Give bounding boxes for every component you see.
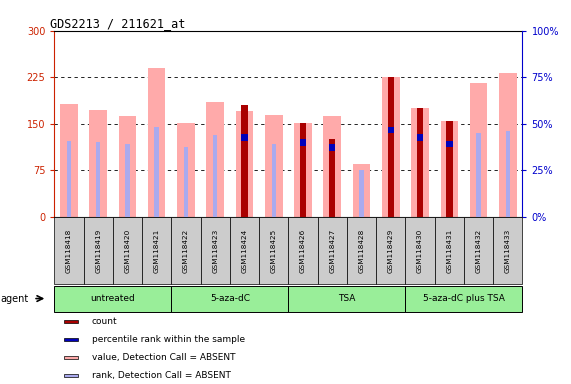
Bar [388, 77, 394, 217]
Text: GSM118421: GSM118421 [154, 228, 160, 273]
Bar [54, 217, 83, 284]
Bar [476, 133, 481, 217]
Text: agent: agent [0, 293, 29, 304]
Bar [470, 83, 488, 217]
Bar [142, 217, 171, 284]
Bar [464, 217, 493, 284]
Bar [446, 121, 453, 217]
Text: GSM118427: GSM118427 [329, 228, 335, 273]
Bar [63, 338, 78, 341]
Bar [54, 286, 171, 311]
Text: rank, Detection Call = ABSENT: rank, Detection Call = ABSENT [92, 371, 231, 380]
Bar [63, 374, 78, 377]
Bar [376, 217, 405, 284]
Bar [411, 108, 429, 217]
Text: GDS2213 / 211621_at: GDS2213 / 211621_at [50, 17, 185, 30]
Text: 5-aza-dC plus TSA: 5-aza-dC plus TSA [423, 294, 505, 303]
Text: value, Detection Call = ABSENT: value, Detection Call = ABSENT [92, 353, 235, 362]
Bar [259, 217, 288, 284]
Bar [388, 127, 394, 133]
Text: GSM118419: GSM118419 [95, 228, 101, 273]
Bar [288, 286, 405, 311]
Text: GSM118424: GSM118424 [242, 228, 247, 273]
Text: GSM118429: GSM118429 [388, 228, 394, 273]
Bar [417, 134, 423, 141]
Bar [63, 320, 78, 323]
Bar [405, 217, 435, 284]
Bar [272, 144, 276, 217]
Bar [113, 217, 142, 284]
Bar [177, 122, 195, 217]
Bar [288, 217, 317, 284]
Bar [382, 77, 400, 217]
Bar [242, 137, 247, 217]
Text: GSM118418: GSM118418 [66, 228, 72, 273]
Bar [506, 131, 510, 217]
Text: GSM118422: GSM118422 [183, 228, 189, 273]
Bar [441, 121, 458, 217]
Text: GSM118430: GSM118430 [417, 228, 423, 273]
Bar [148, 68, 166, 217]
Bar [435, 217, 464, 284]
Bar [329, 139, 336, 217]
Bar [125, 144, 130, 217]
Text: GSM118420: GSM118420 [124, 228, 130, 273]
Bar [184, 147, 188, 217]
Bar [89, 109, 107, 217]
Bar [323, 116, 341, 217]
Text: TSA: TSA [338, 294, 356, 303]
Bar [241, 105, 248, 217]
Bar [236, 111, 254, 217]
Bar [265, 114, 283, 217]
Text: untreated: untreated [90, 294, 135, 303]
Bar [347, 217, 376, 284]
Bar [67, 141, 71, 217]
Bar [359, 170, 364, 217]
Bar [60, 104, 78, 217]
Bar [96, 142, 100, 217]
Text: GSM118425: GSM118425 [271, 228, 277, 273]
Bar [417, 108, 423, 217]
Bar [207, 102, 224, 217]
Bar [119, 116, 136, 217]
Bar [213, 135, 218, 217]
Bar [294, 122, 312, 217]
Bar [300, 122, 306, 217]
Text: 5-aza-dC: 5-aza-dC [210, 294, 250, 303]
Bar [499, 73, 517, 217]
Text: GSM118426: GSM118426 [300, 228, 306, 273]
Bar [317, 217, 347, 284]
Text: GSM118433: GSM118433 [505, 228, 511, 273]
Bar [329, 144, 336, 151]
Bar [63, 356, 78, 359]
Bar [493, 217, 522, 284]
Text: count: count [92, 317, 117, 326]
Bar [230, 217, 259, 284]
Bar [446, 141, 453, 147]
Bar [200, 217, 230, 284]
Bar [353, 164, 370, 217]
Text: GSM118428: GSM118428 [359, 228, 364, 273]
Bar [171, 286, 288, 311]
Text: GSM118432: GSM118432 [476, 228, 481, 273]
Bar [171, 217, 200, 284]
Bar [155, 127, 159, 217]
Text: GSM118423: GSM118423 [212, 228, 218, 273]
Bar [300, 139, 306, 146]
Bar [241, 134, 248, 141]
Text: GSM118431: GSM118431 [447, 228, 452, 273]
Text: percentile rank within the sample: percentile rank within the sample [92, 335, 245, 344]
Bar [83, 217, 112, 284]
Bar [405, 286, 522, 311]
